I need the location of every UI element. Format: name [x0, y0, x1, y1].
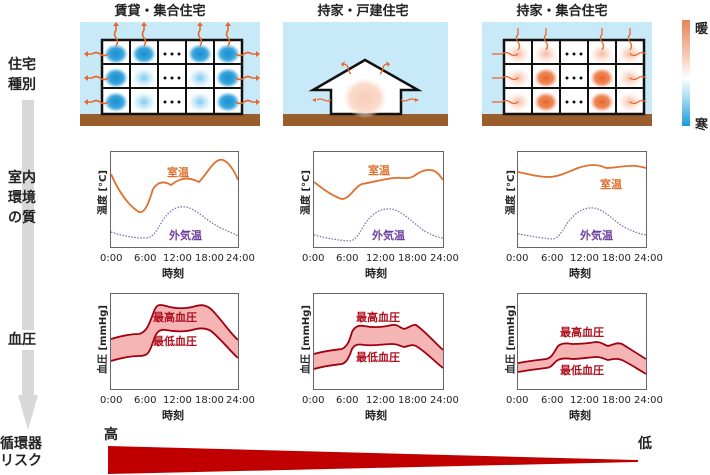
bp-y-axis-label: 血圧 [mmHg] [301, 305, 312, 374]
legend-cold-label: 寒 [695, 118, 709, 133]
x-tick: 18:00 [398, 395, 427, 406]
x-tick: 12:00 [163, 395, 192, 406]
risk-gradient-wedge [108, 445, 638, 475]
x-tick: 18:00 [195, 253, 224, 264]
x-tick: 6:00 [541, 395, 564, 406]
temp-y-axis-label: 温度 [°C] [98, 170, 109, 215]
systolic-label: 最高血圧 [153, 310, 197, 324]
bp-y-axis-label: 血圧 [mmHg] [506, 305, 517, 374]
x-tick: 6:00 [541, 253, 564, 264]
room-temp-label: 室温 [368, 163, 390, 177]
x-tick: 18:00 [602, 395, 631, 406]
x-tick: 24:00 [226, 395, 255, 406]
x-axis-label: 時刻 [162, 409, 184, 422]
diastolic-label: 最低血圧 [153, 334, 197, 348]
outdoor-temp-label: 外気温 [579, 228, 613, 242]
outdoor-temp-label: 外気温 [371, 228, 405, 242]
x-tick: 12:00 [163, 253, 192, 264]
x-axis-label: 時刻 [365, 267, 387, 280]
x-tick: 0:00 [100, 253, 123, 264]
systolic-label: 最高血圧 [356, 310, 400, 324]
x-tick: 18:00 [195, 395, 224, 406]
x-tick: 0:00 [302, 253, 325, 264]
x-tick: 0:00 [100, 395, 123, 406]
scene-owned-house [283, 22, 448, 126]
risk-low-label: 低 [638, 436, 652, 452]
x-axis-label: 時刻 [569, 409, 591, 422]
room-temp-label: 室温 [600, 177, 622, 191]
scene-owned-apartment [482, 22, 652, 126]
x-tick: 12:00 [366, 395, 395, 406]
x-tick: 12:00 [366, 253, 395, 264]
x-tick: 6:00 [336, 253, 359, 264]
row-label-cv-risk: 循環器 リスク [0, 436, 60, 470]
row-label-indoor-env: 室内 環境 の質 [8, 170, 36, 226]
x-axis-label: 時刻 [569, 267, 591, 280]
flow-arrow [18, 100, 38, 430]
scene-rental-apartment [80, 22, 260, 126]
column-title-owned-apartment: 持家・集合住宅 [516, 4, 608, 19]
x-tick: 6:00 [336, 395, 359, 406]
x-tick: 12:00 [570, 395, 599, 406]
column-title-owned-house: 持家・戸建住宅 [317, 4, 409, 19]
x-tick: 12:00 [570, 253, 599, 264]
x-axis-label: 時刻 [365, 409, 387, 422]
temp-y-axis-label: 温度 [°C] [506, 170, 517, 215]
risk-high-label: 高 [104, 427, 118, 443]
temperature-color-legend [682, 20, 690, 126]
diastolic-label: 最低血圧 [560, 363, 604, 377]
x-tick: 0:00 [506, 395, 529, 406]
legend-warm-label: 暖 [695, 22, 709, 37]
x-tick: 0:00 [302, 395, 325, 406]
systolic-label: 最高血圧 [560, 325, 604, 339]
row-label-housing-type: 住宅 種別 [8, 57, 36, 93]
diastolic-label: 最低血圧 [356, 350, 400, 364]
temp-y-axis-label: 温度 [°C] [301, 170, 312, 215]
x-axis-label: 時刻 [162, 267, 184, 280]
bp-y-axis-label: 血圧 [mmHg] [98, 305, 109, 374]
room-temp-label: 室温 [167, 165, 189, 179]
x-tick: 18:00 [398, 253, 427, 264]
x-tick: 24:00 [634, 395, 663, 406]
x-tick: 0:00 [506, 253, 529, 264]
x-tick: 24:00 [430, 253, 459, 264]
x-tick: 24:00 [226, 253, 255, 264]
x-tick: 18:00 [602, 253, 631, 264]
column-title-rental-apartment: 賃貸・集合住宅 [114, 4, 206, 19]
x-tick: 24:00 [634, 253, 663, 264]
outdoor-temp-label: 外気温 [168, 228, 202, 242]
row-label-blood-pressure: 血圧 [8, 330, 52, 350]
x-tick: 6:00 [134, 395, 157, 406]
x-tick: 24:00 [430, 395, 459, 406]
x-tick: 6:00 [134, 253, 157, 264]
